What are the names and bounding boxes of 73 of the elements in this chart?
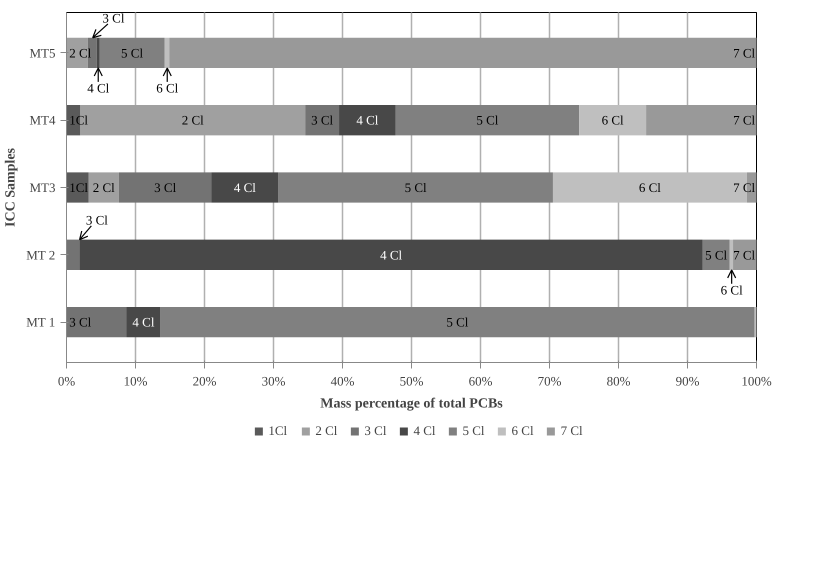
bar	[396, 105, 580, 136]
bar	[730, 240, 734, 270]
x-tick-label: 90%	[676, 374, 700, 388]
legend-label: 1Cl	[268, 423, 288, 439]
text: 3 Cl	[311, 112, 334, 128]
bar	[66, 306, 127, 338]
legend-label: 5 Cl	[462, 423, 485, 439]
legend-label: 3 Cl	[364, 423, 386, 439]
x-tick-label: 70%	[538, 374, 562, 388]
legend-label: 7 Cl	[560, 423, 583, 439]
y-axis-title: ICC Samples	[3, 147, 18, 227]
bar	[339, 105, 396, 136]
bar	[579, 105, 646, 136]
bar	[278, 172, 553, 203]
annotation: 3 Cl	[102, 10, 125, 26]
text: 6 Cl	[638, 180, 661, 195]
text: 2 Cl	[92, 180, 115, 195]
bar	[305, 105, 340, 136]
text: 7 Cl	[733, 112, 756, 128]
bar	[169, 38, 756, 68]
text: 4 Cl	[132, 314, 154, 330]
bar	[211, 172, 278, 203]
text: 5 Cl	[121, 45, 144, 60]
legend-label: 2 Cl	[315, 423, 338, 439]
bar	[702, 240, 730, 270]
text: 5 Cl	[404, 180, 427, 195]
text: 3 Cl	[69, 314, 92, 330]
bar	[160, 306, 754, 338]
bar	[733, 240, 756, 270]
legend-label: 6 Cl	[512, 423, 534, 439]
x-axis-title: Mass percentage of total PCBs	[320, 396, 504, 412]
x-tick-label: 30%	[262, 374, 286, 388]
text: 2 Cl	[69, 45, 92, 60]
x-tick-label: 60%	[468, 374, 493, 388]
annotation: 6 Cl	[720, 282, 744, 298]
text: 7 Cl	[733, 180, 756, 195]
x-tick-label: 80%	[606, 374, 631, 388]
legend-label: 4 Cl	[413, 423, 436, 439]
x-tick-label: 100%	[741, 374, 772, 388]
x-tick-label: 40%	[330, 374, 355, 388]
bar	[118, 172, 212, 203]
text: 5 Cl	[446, 314, 468, 330]
x-tick-label: 10%	[124, 374, 148, 388]
bar	[646, 105, 756, 136]
y-tick-label: MT 1	[26, 314, 56, 330]
annotation: 3 Cl	[86, 212, 108, 228]
text: 1Cl	[69, 180, 88, 195]
text: 4 Cl	[234, 180, 256, 195]
text: 5 Cl	[476, 112, 498, 128]
x-tick-label: 50%	[400, 374, 424, 388]
y-tick-label: MT4	[30, 112, 56, 128]
y-tick-label: MT5	[30, 45, 56, 60]
text: 7 Cl	[733, 45, 756, 60]
text: 4 Cl	[380, 247, 402, 262]
bar	[100, 38, 164, 68]
bar	[164, 38, 170, 68]
annotation: 6 Cl	[156, 80, 179, 96]
text: 6 Cl	[602, 112, 624, 128]
bar	[66, 240, 80, 270]
bar	[88, 172, 119, 203]
y-tick-label: MT 2	[26, 247, 56, 262]
x-tick-label: 20%	[192, 374, 217, 388]
x-tick-label: 0%	[58, 374, 76, 388]
text: 7 Cl	[733, 247, 756, 262]
y-tick-label: MT3	[30, 180, 56, 195]
bar	[80, 240, 703, 270]
bar	[96, 38, 100, 68]
text: 2 Cl	[182, 112, 204, 128]
annotation: 4 Cl	[87, 80, 110, 96]
text: 4 Cl	[356, 112, 378, 128]
bar	[126, 306, 160, 338]
text: 5 Cl	[705, 247, 728, 262]
text: 3 Cl	[154, 180, 176, 195]
